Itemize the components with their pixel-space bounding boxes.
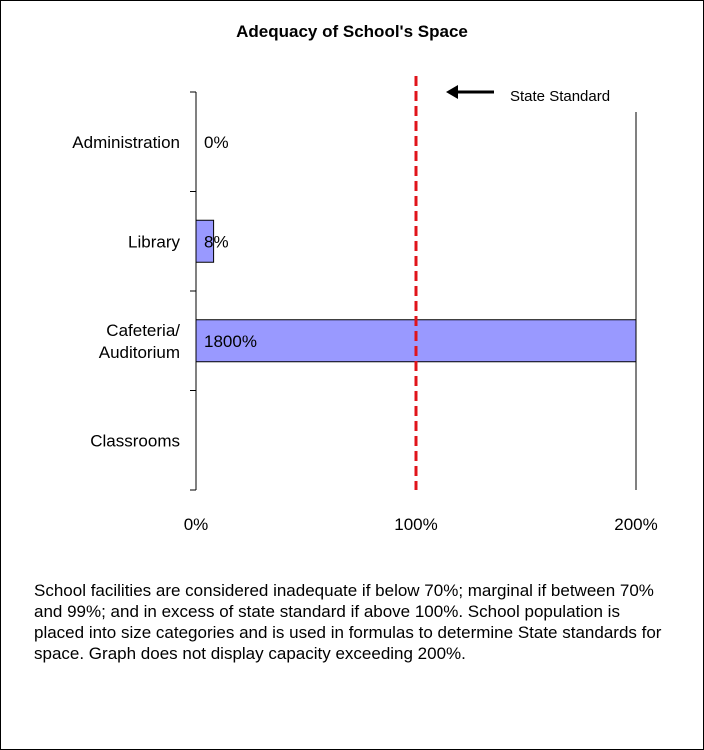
category-label-2-1: Auditorium xyxy=(99,343,180,362)
category-label-1-0: Library xyxy=(128,232,180,251)
x-tick-label-1: 100% xyxy=(394,515,437,534)
chart-title: Adequacy of School's Space xyxy=(236,22,468,41)
category-label-2-0: Cafeteria/ xyxy=(106,321,180,340)
state-standard-arrow-icon xyxy=(446,85,458,99)
category-label-0-0: Administration xyxy=(72,133,180,152)
data-label-2: 1800% xyxy=(204,332,257,351)
state-standard-label: State Standard xyxy=(510,88,610,105)
chart-note: School facilities are considered inadequ… xyxy=(34,581,662,663)
x-tick-label-2: 200% xyxy=(614,515,657,534)
category-label-3-0: Classrooms xyxy=(90,431,180,450)
x-tick-label-0: 0% xyxy=(184,515,209,534)
data-label-0: 0% xyxy=(204,133,229,152)
data-label-1: 8% xyxy=(204,232,229,251)
